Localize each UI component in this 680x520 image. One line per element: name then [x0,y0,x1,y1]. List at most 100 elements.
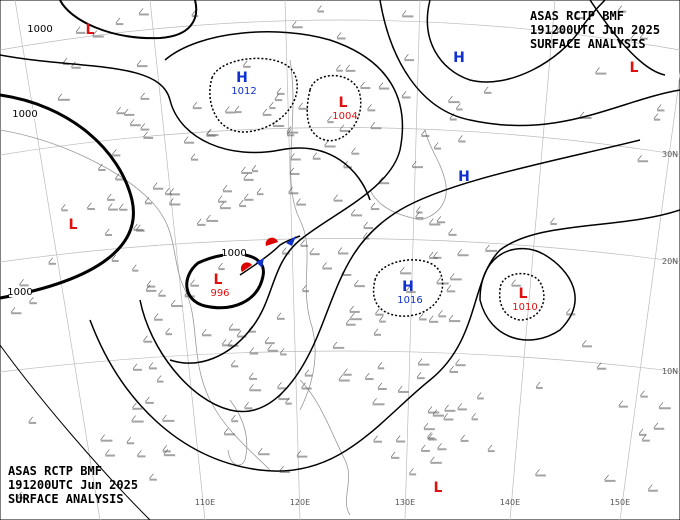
isobar-label: 1000 [221,248,246,259]
wind-barb [535,381,541,388]
graticule [0,350,680,373]
station-plot [57,98,70,101]
station-plot [336,69,343,72]
station-plot [71,66,81,69]
station-plot [322,267,333,270]
pressure-center: L [519,286,528,302]
header-line: 191200UTC Jun 2025 [8,478,138,492]
isobar [139,139,641,413]
wind-barb [322,262,327,268]
wind-barb [312,152,318,158]
station-plot [145,401,154,404]
longitude-label: 140E [500,498,520,507]
central-pressure: 1012 [231,86,256,97]
station-plot [276,317,285,320]
station-plot [418,363,430,366]
station-plot [458,140,466,143]
wind-barb [370,122,376,128]
station-plot [162,450,171,453]
station-plot [265,342,275,345]
wind-barb [471,413,476,419]
wind-barb [276,312,282,319]
wind-barb [227,339,233,345]
wind-barb [243,173,249,180]
station-plot [378,87,390,90]
wind-barb [378,82,384,88]
station-plot [76,31,86,34]
station-plot [92,35,104,38]
station-plot [256,193,264,196]
cold-front-symbol [256,258,264,268]
wind-barb [276,87,282,94]
wind-barb [251,164,257,171]
station-plot [409,473,417,476]
station-plot [124,113,135,116]
station-plot [477,397,484,400]
station-plot [346,323,356,326]
station-plot [165,333,173,336]
station-plot [304,374,313,377]
station-plot [416,211,423,214]
station-plot [140,128,150,131]
station-plot [267,349,278,352]
station-plot [415,216,424,219]
wind-barb [138,8,144,14]
station-plot [337,37,346,40]
station-plot [130,124,141,127]
wind-barb [206,129,211,135]
station-plot [443,418,454,421]
wind-barb [630,33,635,40]
station-plot [448,101,460,104]
station-plot [448,233,457,236]
station-plot [351,214,363,217]
station-plot [350,318,362,321]
station-plot [396,440,406,443]
station-plot [579,116,592,119]
station-plot [428,438,437,441]
isobar-dashed [209,57,298,133]
wind-barb [448,314,454,321]
wind-barb [132,402,137,408]
pressure-center: H [236,70,248,86]
station-plot [444,409,456,412]
wind-barb [604,474,609,481]
station-plot [105,233,113,236]
station-plot [657,109,665,112]
station-plot [137,65,148,68]
station-plot [455,364,466,367]
wind-barb [248,372,254,379]
latitude-label: 20N [662,257,678,266]
station-plot [402,15,414,18]
pressure-center: L [339,95,348,111]
station-plot [430,461,442,464]
isobar-label: 1000 [27,24,52,35]
station-plot [557,30,565,33]
coastline [0,129,271,471]
station-plot [637,160,649,163]
station-plot [136,229,145,232]
wind-barb [433,251,438,258]
station-plot [377,367,385,370]
station-plot [143,136,154,139]
station-plot [429,223,441,226]
station-plot [421,134,430,137]
station-plot [378,182,390,185]
wind-barb [289,167,295,174]
station-plot [218,200,227,203]
wind-barb [137,450,142,456]
wind-barb [145,396,150,403]
station-plot [511,284,521,287]
station-plot [417,377,425,380]
isobar [426,0,606,83]
wind-barb [448,228,453,235]
wind-barb [92,30,98,36]
wind-barb [57,93,63,99]
wind-barb [286,126,292,132]
station-plot [163,454,176,457]
station-plot [206,134,216,137]
wind-barb [152,182,158,188]
isobar [379,0,680,127]
wind-barb [29,297,34,303]
wind-barb [136,224,141,230]
wind-barb [105,449,110,455]
